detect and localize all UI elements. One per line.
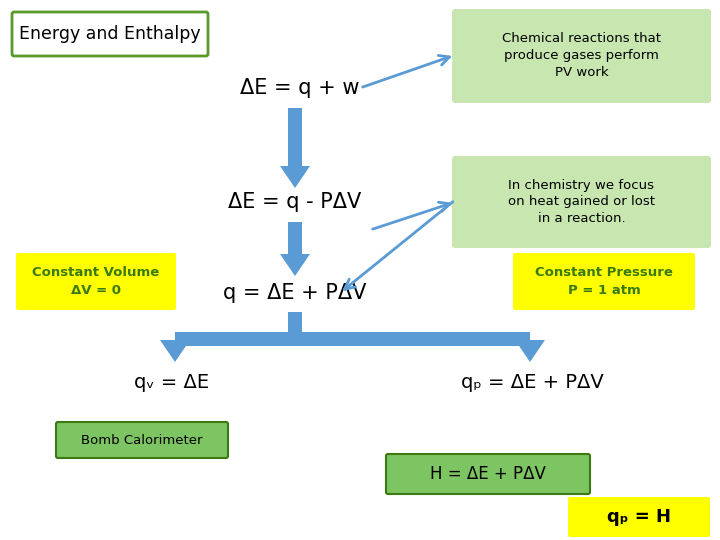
Polygon shape — [168, 340, 182, 346]
FancyBboxPatch shape — [386, 454, 590, 494]
FancyBboxPatch shape — [452, 156, 711, 248]
Text: H = ΔE + PΔV: H = ΔE + PΔV — [430, 465, 546, 483]
FancyBboxPatch shape — [56, 422, 228, 458]
Text: Chemical reactions that
produce gases perform
PV work: Chemical reactions that produce gases pe… — [502, 32, 661, 79]
FancyBboxPatch shape — [12, 12, 208, 56]
FancyBboxPatch shape — [452, 9, 711, 103]
FancyBboxPatch shape — [16, 253, 176, 310]
Text: ΔE = q - PΔV: ΔE = q - PΔV — [228, 192, 361, 212]
Text: qᵥ = ΔE: qᵥ = ΔE — [135, 373, 210, 392]
Text: q = ΔE + PΔV: q = ΔE + PΔV — [223, 283, 366, 303]
Text: In chemistry we focus
on heat gained or lost
in a reaction.: In chemistry we focus on heat gained or … — [508, 179, 655, 226]
Text: qₚ = H: qₚ = H — [607, 508, 671, 526]
Text: Constant Volume
ΔV = 0: Constant Volume ΔV = 0 — [32, 267, 160, 296]
Text: Bomb Calorimeter: Bomb Calorimeter — [81, 434, 203, 447]
Polygon shape — [160, 340, 190, 362]
Polygon shape — [515, 340, 545, 362]
Text: ΔE = q + w: ΔE = q + w — [240, 78, 360, 98]
Text: qₚ = ΔE + PΔV: qₚ = ΔE + PΔV — [461, 373, 603, 392]
Text: Constant Pressure
P = 1 atm: Constant Pressure P = 1 atm — [535, 267, 673, 296]
Polygon shape — [280, 108, 310, 188]
Text: Energy and Enthalpy: Energy and Enthalpy — [19, 25, 201, 43]
Polygon shape — [523, 340, 537, 346]
FancyBboxPatch shape — [513, 253, 695, 310]
Polygon shape — [288, 312, 302, 332]
Polygon shape — [280, 222, 310, 276]
FancyBboxPatch shape — [568, 497, 710, 537]
Polygon shape — [175, 332, 530, 346]
